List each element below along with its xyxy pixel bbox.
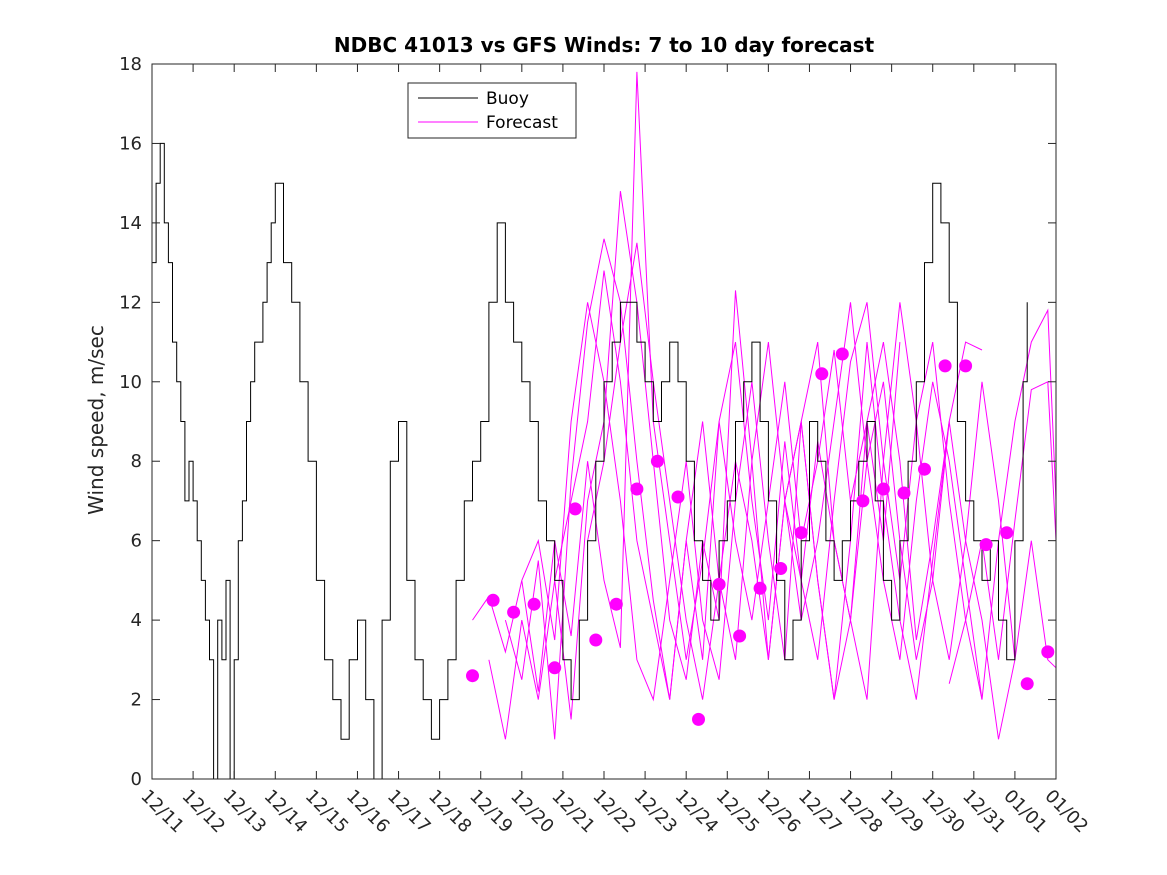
y-tick-label: 4 <box>131 610 142 631</box>
forecast-marker <box>897 486 911 500</box>
forecast-marker <box>466 669 479 683</box>
forecast-marker <box>876 482 890 496</box>
buoy-series-group <box>152 142 1028 780</box>
legend: Buoy Forecast <box>407 82 577 139</box>
forecast-marker <box>733 629 747 643</box>
y-tick-label: 0 <box>131 769 142 790</box>
forecast-marker <box>1000 526 1014 540</box>
forecast-marker <box>959 359 973 373</box>
y-tick-label: 12 <box>119 292 142 313</box>
buoy-line <box>152 142 1028 780</box>
chart-title: NDBC 41013 vs GFS Winds: 7 to 10 day for… <box>334 33 875 57</box>
forecast-marker <box>650 454 664 468</box>
forecast-marker-group <box>466 347 1055 726</box>
forecast-marker <box>835 347 849 361</box>
forecast-marker <box>856 494 870 508</box>
forecast-line-6 <box>587 242 1057 740</box>
legend-label-forecast: Forecast <box>486 113 558 133</box>
forecast-marker <box>589 633 603 647</box>
y-tick-label: 14 <box>119 213 142 234</box>
y-tick-label: 18 <box>119 54 142 75</box>
forecast-marker <box>692 712 705 726</box>
forecast-marker <box>1020 677 1034 691</box>
y-tick-label: 16 <box>119 133 142 154</box>
y-tick-label: 2 <box>131 690 142 711</box>
forecast-marker <box>753 581 767 595</box>
forecast-marker <box>548 661 562 675</box>
forecast-marker <box>794 526 808 540</box>
y-tick-label: 6 <box>131 531 142 552</box>
forecast-marker <box>630 482 644 496</box>
forecast-marker <box>938 359 952 373</box>
forecast-marker <box>918 462 931 476</box>
y-tick-label: 10 <box>119 372 142 393</box>
legend-box <box>407 82 577 139</box>
forecast-marker <box>527 597 541 611</box>
y-tick-label: 8 <box>131 451 142 472</box>
forecast-line-5 <box>554 270 1057 700</box>
y-axis-label: Wind speed, m/sec <box>84 325 108 515</box>
forecast-marker <box>774 562 788 575</box>
forecast-line-1 <box>472 71 901 692</box>
forecast-marker <box>979 538 993 552</box>
forecast-marker <box>568 502 582 516</box>
forecast-line-8 <box>948 381 1057 684</box>
forecast-marker <box>609 597 623 611</box>
forecast-marker <box>507 605 521 619</box>
legend-label-buoy: Buoy <box>486 89 529 109</box>
forecast-marker <box>486 593 500 607</box>
forecast-marker <box>1041 645 1055 659</box>
forecast-marker <box>712 577 726 591</box>
forecast-marker <box>671 490 685 504</box>
forecast-marker <box>815 367 829 381</box>
